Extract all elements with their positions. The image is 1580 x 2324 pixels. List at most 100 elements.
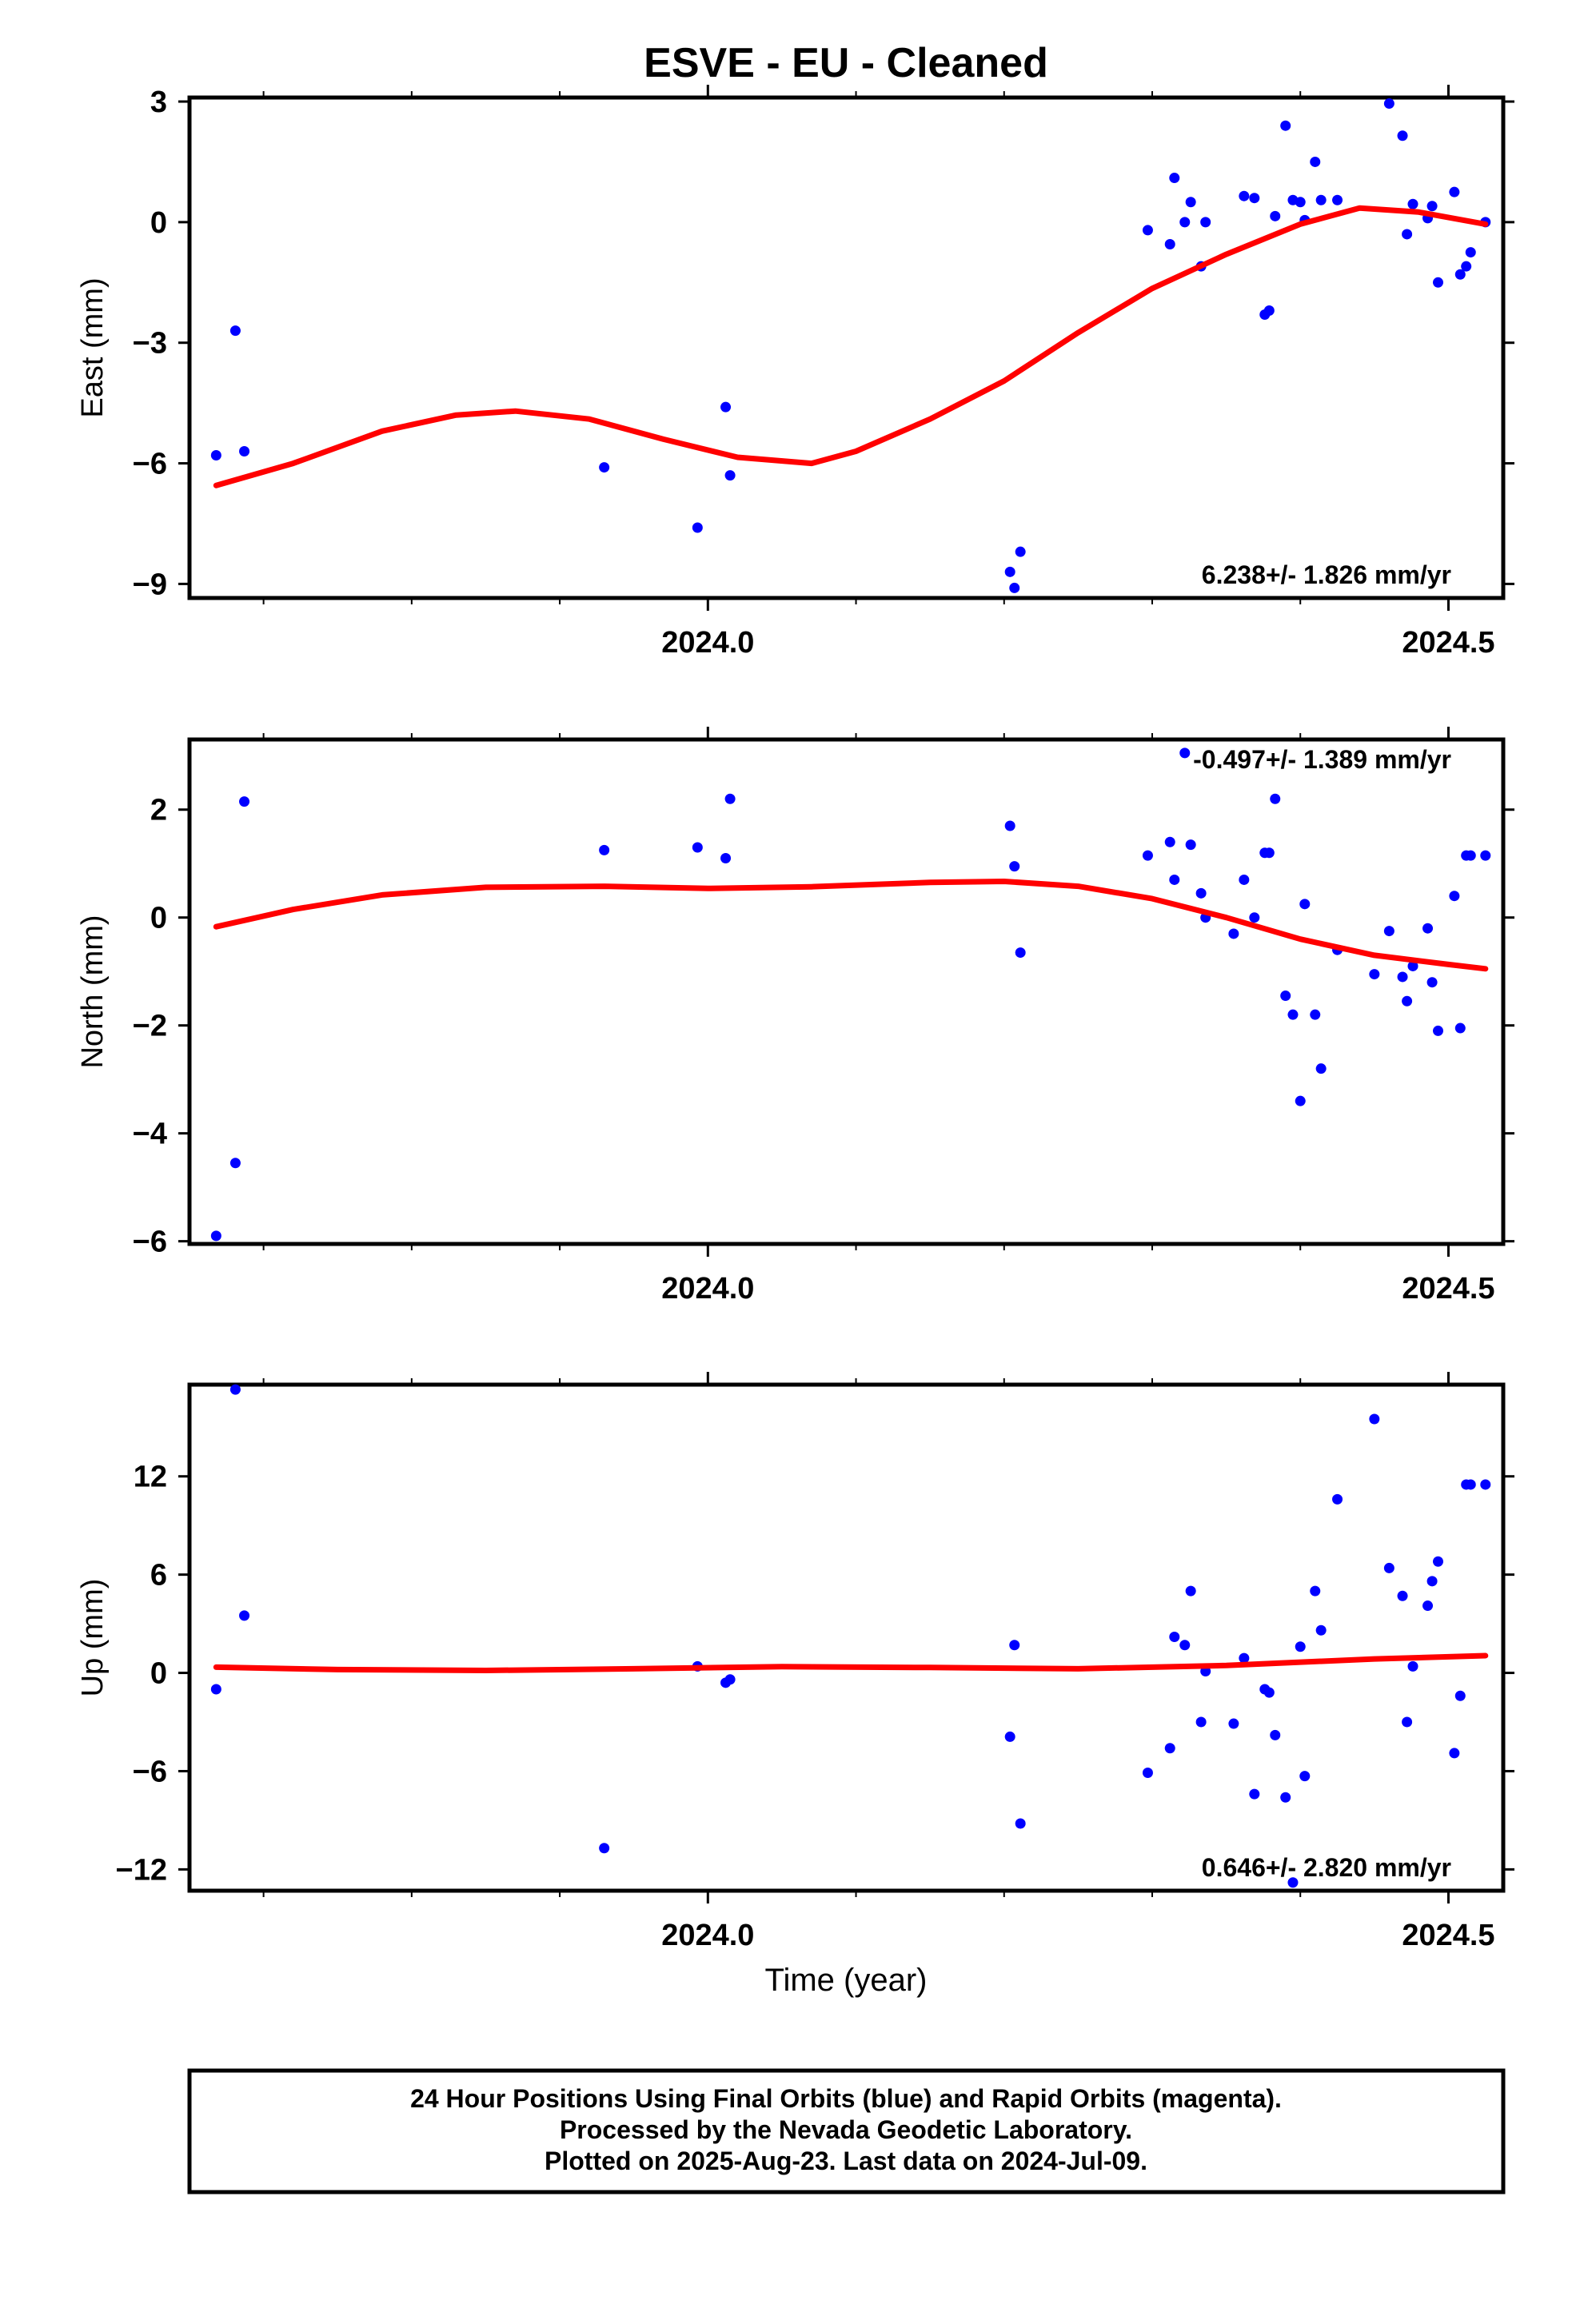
north-y-tick-label: −2	[133, 1010, 167, 1043]
east-data-point	[1315, 194, 1327, 205]
up-x-tick-label: 2024.0	[661, 1919, 754, 1952]
east-data-point	[1263, 305, 1275, 316]
north-data-point	[1015, 947, 1026, 959]
east-fit-curve	[213, 205, 1489, 488]
north-data-point	[1480, 850, 1491, 861]
chart-title: ESVE - EU - Cleaned	[644, 40, 1048, 86]
east-data-point	[1465, 247, 1476, 258]
north-data-point	[1295, 1095, 1306, 1106]
east-data-point	[1015, 546, 1026, 557]
east-y-tick-label: −9	[133, 568, 167, 601]
north-data-point	[210, 1230, 221, 1242]
up-y-tick-label: −6	[133, 1755, 167, 1788]
up-data-point	[1185, 1585, 1196, 1597]
north-data-point	[1310, 1009, 1321, 1020]
up-data-point	[1315, 1624, 1327, 1636]
up-y-tick-label: 0	[150, 1657, 167, 1691]
up-data-point	[1263, 1687, 1275, 1698]
north-y-tick-label: 0	[150, 902, 167, 935]
east-data-point	[1239, 190, 1250, 201]
north-data-point	[1009, 861, 1020, 872]
east-data-point	[1009, 582, 1020, 593]
east-data-point	[1449, 186, 1460, 197]
footer-line-3: Plotted on 2025-Aug-23. Last data on 202…	[545, 2147, 1147, 2175]
up-data-point	[1004, 1731, 1015, 1742]
up-data-point	[1402, 1716, 1413, 1728]
north-data-point	[1263, 847, 1275, 859]
north-data-point	[1185, 839, 1196, 851]
north-data-point	[229, 1158, 241, 1169]
north-data-point	[1270, 793, 1281, 804]
east-data-point	[599, 462, 610, 473]
up-data-point	[1369, 1413, 1380, 1425]
north-data-point	[1407, 960, 1418, 971]
north-data-point	[1465, 850, 1476, 861]
north-y-tick-label: −4	[133, 1118, 167, 1151]
up-data-point	[1310, 1585, 1321, 1597]
up-x-tick-label: 2024.5	[1402, 1919, 1494, 1952]
up-data-point	[1195, 1716, 1207, 1728]
up-data-point	[1454, 1690, 1466, 1701]
north-fit-curve	[213, 879, 1489, 972]
north-frame	[187, 737, 1506, 1246]
up-data-point	[1465, 1479, 1476, 1490]
north-panel: 2024.0 2024.5 2 0 −2 −4 −6 North (mm) -0.497+/- …	[76, 727, 1514, 1306]
east-data-point	[229, 325, 241, 337]
east-data-point	[1280, 120, 1291, 131]
east-data-point	[1461, 261, 1472, 272]
footer-box: 24 Hour Positions Using Final Orbits (bl…	[187, 2068, 1506, 2194]
east-data-point	[1407, 198, 1418, 209]
north-data-point	[1280, 991, 1291, 1002]
east-frame	[187, 95, 1506, 600]
up-y-tick-label: −12	[116, 1853, 167, 1887]
north-data-point	[1249, 912, 1260, 923]
up-data-point	[1179, 1640, 1191, 1651]
footer-line-2: Processed by the Nevada Geodetic Laborat…	[560, 2115, 1132, 2144]
north-data-point	[1142, 850, 1153, 861]
up-data-point	[1239, 1652, 1250, 1664]
north-data-point	[1239, 874, 1250, 885]
up-data-point	[1407, 1660, 1418, 1672]
east-data-point	[1295, 197, 1306, 208]
east-data-point	[1426, 201, 1438, 212]
east-data-point	[1310, 156, 1321, 167]
east-data-point	[1454, 269, 1466, 280]
north-data-point	[1164, 836, 1175, 847]
up-y-tick-label: 6	[150, 1559, 167, 1593]
east-data-point	[1402, 229, 1413, 240]
up-data-point	[1332, 1493, 1343, 1505]
up-data-point	[229, 1384, 241, 1395]
north-data-point	[1179, 747, 1191, 759]
up-data-point	[210, 1684, 221, 1695]
north-data-point	[720, 852, 732, 863]
north-x-tick-label: 2024.5	[1402, 1272, 1494, 1306]
up-data-point	[1015, 1818, 1026, 1829]
east-data-point	[239, 445, 250, 456]
footer-frame	[187, 2068, 1506, 2194]
up-data-point	[724, 1674, 736, 1685]
east-data-point	[1179, 217, 1191, 228]
east-data-point	[1185, 197, 1196, 208]
up-data-point	[1280, 1792, 1291, 1803]
up-data-point	[239, 1610, 250, 1621]
east-data-point	[210, 450, 221, 461]
up-data-point	[1449, 1748, 1460, 1759]
up-data-point	[599, 1843, 610, 1854]
north-data-point	[1195, 887, 1207, 899]
up-data-point	[1422, 1600, 1434, 1612]
up-y-axis-label: Up (mm)	[76, 1579, 110, 1697]
up-data-point	[1295, 1641, 1306, 1652]
up-data-point	[1426, 1576, 1438, 1587]
east-data-point	[1397, 130, 1408, 142]
east-data-point	[1200, 217, 1211, 228]
up-data-point	[1383, 1562, 1394, 1573]
east-data-point	[1270, 210, 1281, 221]
north-data-point	[599, 844, 610, 855]
up-data-point	[1009, 1640, 1020, 1651]
east-data-point	[1142, 225, 1153, 236]
up-points	[210, 1384, 1491, 1888]
north-data-point	[1383, 926, 1394, 937]
east-points	[210, 98, 1491, 593]
